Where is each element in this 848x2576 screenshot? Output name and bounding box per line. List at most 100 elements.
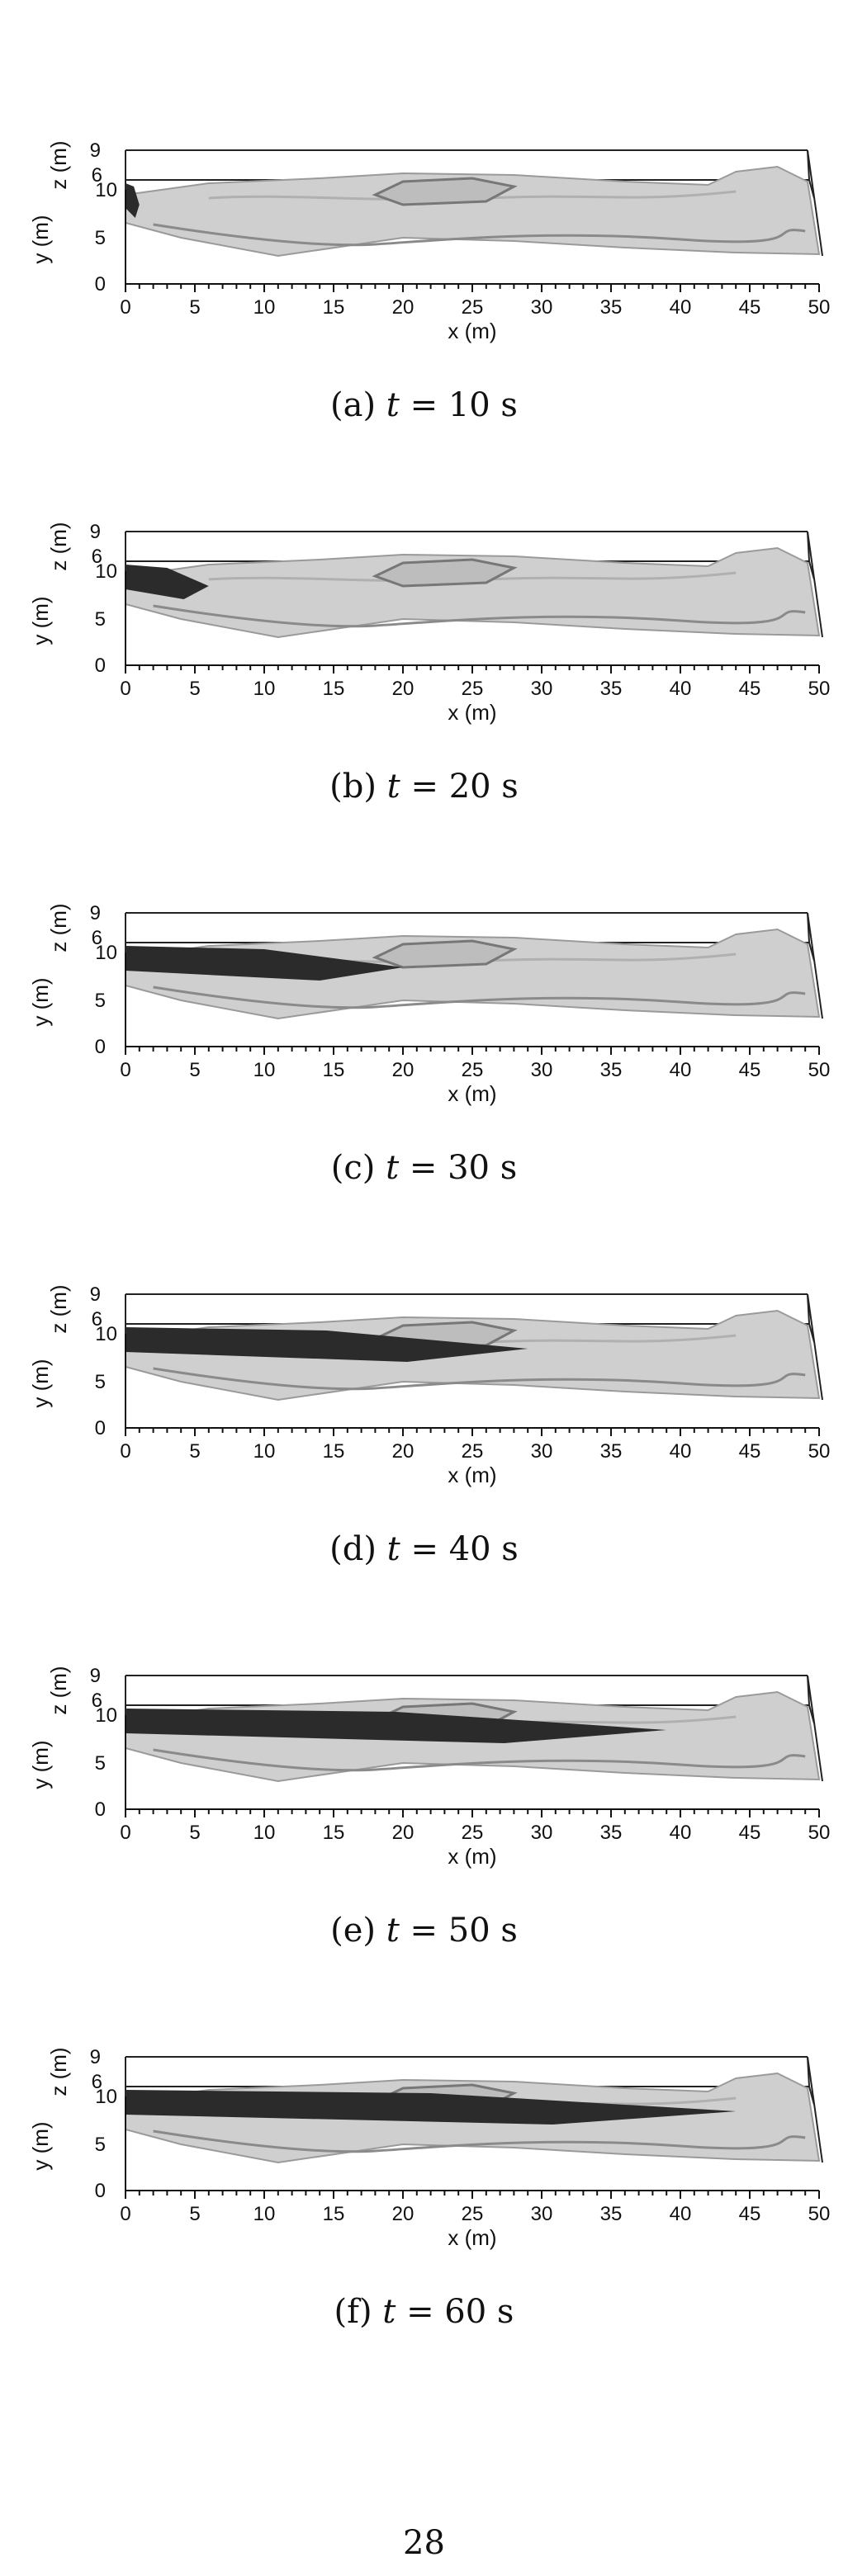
x-tick-label: 0: [120, 296, 130, 319]
caption-label: (f): [334, 2293, 383, 2331]
z-tick-label: 9: [90, 902, 101, 924]
z-tick-label: 6: [92, 927, 102, 949]
z-axis-label: z (m): [46, 2047, 71, 2096]
x-tick-label: 30: [531, 678, 553, 700]
x-tick-label: 10: [253, 296, 276, 319]
x-tick-label: 45: [739, 2203, 761, 2225]
x-axis: [125, 1808, 820, 1817]
caption-label: (e): [330, 1912, 386, 1950]
y-tick-label: 0: [95, 2180, 106, 2202]
y-axis-label: y (m): [28, 1359, 53, 1407]
z-axis-label: z (m): [46, 140, 71, 189]
x-tick-label: 15: [323, 678, 345, 700]
x-tick-label: 35: [600, 1822, 623, 1844]
flood-extent: [126, 183, 140, 218]
x-axis-label: x (m): [448, 1844, 496, 1869]
y-tick-label: 10: [95, 2086, 117, 2108]
x-tick-label: 5: [189, 1059, 200, 1081]
flood-extent: [126, 946, 403, 981]
x-tick-label: 0: [120, 1440, 130, 1463]
caption-label: (c): [330, 1149, 386, 1187]
x-tick-label: 40: [670, 678, 692, 700]
x-tick-label: 45: [739, 1059, 761, 1081]
z-tick-label: 6: [92, 546, 102, 568]
panel-caption: (b) t = 20 s: [0, 768, 848, 806]
x-axis: [125, 1046, 820, 1055]
panel-caption: (a) t = 10 s: [0, 386, 848, 424]
x-tick-label: 30: [531, 2203, 553, 2225]
x-tick-label: 50: [808, 2203, 831, 2225]
caption-time-value: = 50 s: [399, 1912, 518, 1950]
x-tick-label: 5: [189, 2203, 200, 2225]
x-tick-label: 15: [323, 296, 345, 319]
x-tick-label: 45: [739, 1440, 761, 1463]
z-tick-label: 9: [90, 2046, 101, 2068]
caption-time-value: = 20 s: [400, 768, 519, 806]
caption-label: (a): [330, 386, 386, 424]
x-axis: [125, 283, 820, 292]
panel-caption: (f) t = 60 s: [0, 2293, 848, 2331]
y-tick-label: 5: [95, 990, 106, 1012]
x-tick-label: 15: [323, 1822, 345, 1844]
x-tick-label: 45: [739, 1822, 761, 1844]
panel-f: 0 5 10 15 20 25 30 35 40 45 50 x (m) 0 5 10 y (m) 6 9 z (m…: [0, 2039, 848, 2410]
x-tick-label: 35: [600, 678, 623, 700]
panel-caption: (e) t = 50 s: [0, 1912, 848, 1950]
x-tick-label: 40: [670, 2203, 692, 2225]
y-tick-label: 5: [95, 2134, 106, 2156]
x-axis: [125, 1427, 820, 1436]
x-tick-label: 40: [670, 296, 692, 319]
y-axis-label: y (m): [28, 1740, 53, 1789]
caption-time-value: = 30 s: [399, 1149, 518, 1187]
x-tick-label: 15: [323, 2203, 345, 2225]
x-tick-label: 50: [808, 296, 831, 319]
x-tick-label: 10: [253, 1440, 276, 1463]
x-axis: [125, 2190, 820, 2199]
flood-extent: [126, 565, 209, 599]
x-tick-label: 20: [392, 1822, 415, 1844]
flood-extent: [126, 2090, 737, 2125]
z-tick-label: 6: [92, 2071, 102, 2093]
x-tick-label: 35: [600, 1059, 623, 1081]
x-tick-label: 35: [600, 2203, 623, 2225]
y-tick-label: 5: [95, 608, 106, 631]
z-tick-label: 6: [92, 164, 102, 187]
x-tick-label: 30: [531, 296, 553, 319]
x-tick-label: 40: [670, 1059, 692, 1081]
z-axis-label: z (m): [46, 903, 71, 952]
y-axis-label: y (m): [28, 596, 53, 645]
y-tick-label: 10: [95, 942, 117, 964]
terrain-surface: [125, 165, 821, 258]
caption-time-value: = 60 s: [396, 2293, 514, 2331]
z-tick-label: 9: [90, 1283, 101, 1306]
x-tick-label: 25: [462, 2203, 484, 2225]
x-axis-label: x (m): [448, 1463, 496, 1487]
y-tick-label: 0: [95, 1417, 106, 1439]
y-tick-label: 5: [95, 1752, 106, 1775]
caption-time-variable: t: [386, 386, 400, 424]
y-axis-label: y (m): [28, 215, 53, 263]
y-tick-label: 10: [95, 179, 117, 201]
x-tick-label: 20: [392, 678, 415, 700]
y-tick-label: 0: [95, 655, 106, 677]
panel-caption: (d) t = 40 s: [0, 1530, 848, 1568]
y-tick-label: 5: [95, 227, 106, 249]
x-tick-label: 20: [392, 296, 415, 319]
x-tick-label: 50: [808, 1059, 831, 1081]
x-tick-label: 0: [120, 2203, 130, 2225]
x-axis-label: x (m): [448, 700, 496, 725]
x-tick-label: 5: [189, 1822, 200, 1844]
z-tick-label: 6: [92, 1690, 102, 1712]
x-tick-label: 50: [808, 1822, 831, 1844]
caption-time-variable: t: [386, 768, 400, 806]
x-axis-label: x (m): [448, 319, 496, 343]
x-tick-label: 50: [808, 1440, 831, 1463]
island-plateau: [372, 177, 518, 206]
x-tick-label: 0: [120, 1059, 130, 1081]
z-axis-label: z (m): [46, 522, 71, 570]
page-number: 28: [403, 2524, 445, 2562]
